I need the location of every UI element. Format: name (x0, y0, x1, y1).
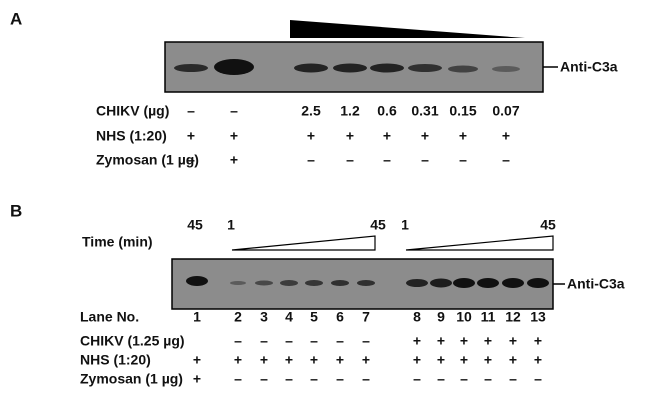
gradient-wedge (290, 20, 525, 38)
lane-cell: – (484, 371, 492, 387)
lane-cell: + (193, 352, 201, 368)
time-mark: 1 (401, 217, 409, 233)
lane-cell: + (459, 128, 467, 144)
lane-cell: – (234, 333, 242, 349)
lane-cell: + (230, 152, 238, 168)
lane-cell: – (421, 152, 429, 168)
lane-cell: 13 (530, 309, 546, 325)
lane-cell: 2 (234, 309, 242, 325)
lane-cell: + (484, 333, 492, 349)
row-label: Zymosan (1 µg) (96, 152, 199, 168)
lane-cell: – (346, 152, 354, 168)
gradient-wedge (406, 236, 553, 250)
lane-cell: – (260, 371, 268, 387)
lane-cell: + (509, 333, 517, 349)
time-label: Time (min) (82, 234, 153, 250)
lane-cell: 3 (260, 309, 268, 325)
lane-cell: + (230, 128, 238, 144)
lane-cell: + (502, 128, 510, 144)
lane-cell: + (460, 333, 468, 349)
lane-cell: + (383, 128, 391, 144)
lane-cell: – (310, 371, 318, 387)
lane-cell: + (413, 333, 421, 349)
figure: A Anti-C3a B Time (min) Anti-C3a CHIKV (… (0, 0, 650, 402)
lane-cell: – (234, 371, 242, 387)
lane-cell: 1.2 (340, 103, 360, 119)
lane-cell: – (437, 371, 445, 387)
blot-label: Anti-C3a (567, 276, 625, 292)
lane-cell: + (437, 352, 445, 368)
row-label: Lane No. (80, 309, 139, 325)
lane-cell: + (285, 352, 293, 368)
lane-cell: + (307, 128, 315, 144)
lane-cell: – (310, 333, 318, 349)
lane-cell: + (346, 128, 354, 144)
lane-cell: 6 (336, 309, 344, 325)
panel-label: B (10, 201, 22, 220)
lane-cell: 12 (505, 309, 521, 325)
lane-cell: + (460, 352, 468, 368)
lane-cell: + (534, 352, 542, 368)
lane-cell: + (534, 333, 542, 349)
lane-cell: – (459, 152, 467, 168)
row-label: Zymosan (1 µg) (80, 371, 183, 387)
time-mark: 45 (187, 217, 203, 233)
blot-label: Anti-C3a (560, 59, 618, 75)
lane-cell: + (193, 371, 201, 387)
lane-cell: + (362, 352, 370, 368)
row-label: CHIKV (µg) (96, 103, 169, 119)
lane-cell: 7 (362, 309, 370, 325)
lane-cell: 1 (193, 309, 201, 325)
time-mark: 45 (540, 217, 556, 233)
lane-cell: – (336, 371, 344, 387)
lane-cell: 10 (456, 309, 472, 325)
lane-cell: – (534, 371, 542, 387)
lane-cell: 0.6 (377, 103, 397, 119)
panel-label: A (10, 9, 22, 28)
lane-cell: 0.15 (449, 103, 476, 119)
lane-cell: + (421, 128, 429, 144)
lane-cell: – (509, 371, 517, 387)
time-mark: 1 (227, 217, 235, 233)
lane-cell: – (336, 333, 344, 349)
lane-cell: 4 (285, 309, 293, 325)
gradient-wedge (232, 236, 375, 250)
lane-cell: – (383, 152, 391, 168)
lane-cell: + (413, 352, 421, 368)
lane-cell: – (187, 152, 195, 168)
lane-cell: – (502, 152, 510, 168)
row-label: CHIKV (1.25 µg) (80, 333, 185, 349)
lane-cell: – (285, 371, 293, 387)
lane-cell: 2.5 (301, 103, 321, 119)
lane-cell: – (307, 152, 315, 168)
row-label: NHS (1:20) (80, 352, 151, 368)
lane-cell: – (362, 333, 370, 349)
time-mark: 45 (370, 217, 386, 233)
lane-cell: – (285, 333, 293, 349)
lane-cell: – (260, 333, 268, 349)
lane-cell: + (336, 352, 344, 368)
lane-cell: + (509, 352, 517, 368)
lane-cell: 5 (310, 309, 318, 325)
lane-cell: + (234, 352, 242, 368)
lane-cell: 11 (481, 309, 496, 325)
lane-cell: + (187, 128, 195, 144)
lane-cell: – (187, 103, 195, 119)
lane-cell: – (460, 371, 468, 387)
lane-cell: 8 (413, 309, 421, 325)
lane-cell: – (362, 371, 370, 387)
lane-cell: 0.31 (411, 103, 438, 119)
lane-cell: 0.07 (492, 103, 519, 119)
lane-cell: + (310, 352, 318, 368)
lane-cell: + (437, 333, 445, 349)
lane-cell: – (413, 371, 421, 387)
lane-cell: + (484, 352, 492, 368)
lane-cell: 9 (437, 309, 445, 325)
lane-cell: – (230, 103, 238, 119)
lane-cell: + (260, 352, 268, 368)
row-label: NHS (1:20) (96, 128, 167, 144)
